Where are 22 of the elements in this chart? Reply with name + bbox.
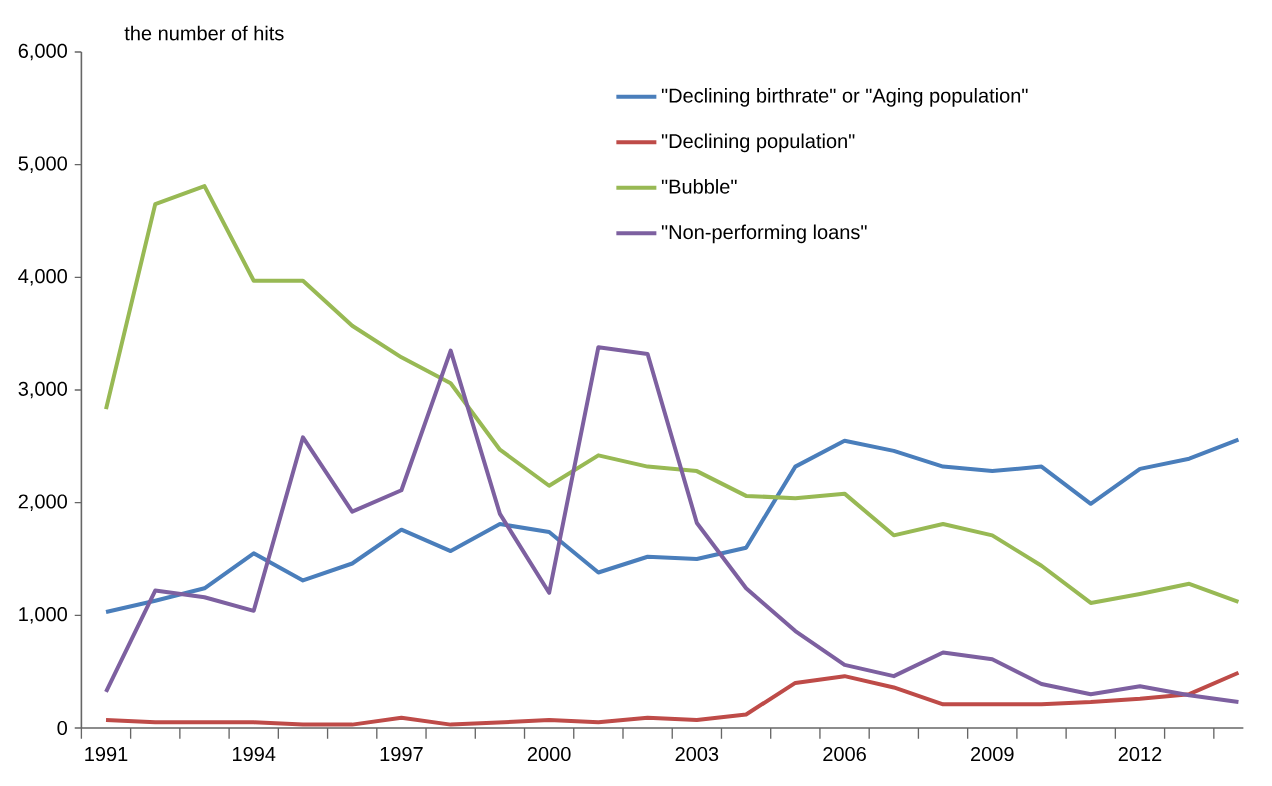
- y-tick-label: 4,000: [18, 269, 67, 286]
- y-tick-label: 2,000: [18, 494, 67, 511]
- x-tick-label: 1997: [380, 746, 423, 762]
- y-tick-label: 6,000: [18, 43, 67, 61]
- y-tick-label: 3,000: [18, 381, 67, 399]
- y-tick-label: 1,000: [19, 607, 67, 624]
- x-tick-label: 2000: [527, 746, 571, 762]
- y-tick-label: 0: [57, 720, 67, 736]
- legend-label: "Non-performing loans": [661, 224, 867, 244]
- y-tick-label: 5,000: [18, 156, 67, 173]
- line-series: [104, 345, 1241, 705]
- legend-label: "Declining birthrate" or "Aging population": [661, 88, 1028, 107]
- y-axis-title: the number of hits: [124, 25, 284, 41]
- x-tick-label: 2012: [1118, 746, 1162, 762]
- line-series: [104, 437, 1241, 614]
- x-tick-label: 2009: [971, 746, 1014, 762]
- x-tick-label: 1991: [85, 746, 128, 762]
- x-tick-label: 2003: [675, 746, 719, 762]
- x-tick-label: 2006: [823, 746, 866, 762]
- legend-label: "Declining population": [661, 133, 855, 153]
- legend-label: "Bubble": [661, 179, 737, 194]
- x-tick-label: 1994: [233, 746, 276, 762]
